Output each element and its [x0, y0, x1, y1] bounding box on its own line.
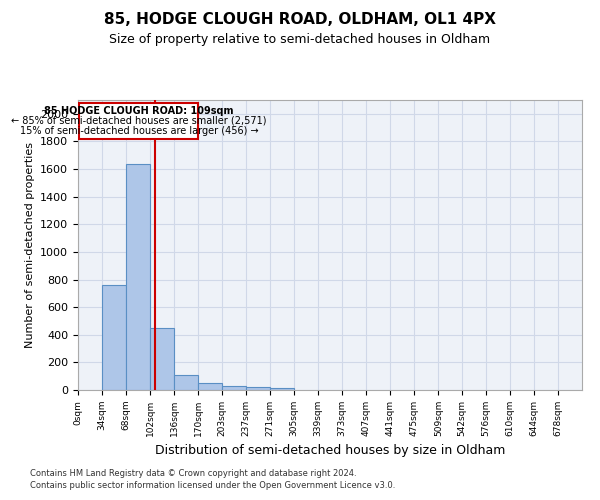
- Text: Contains public sector information licensed under the Open Government Licence v3: Contains public sector information licen…: [30, 481, 395, 490]
- Text: ← 85% of semi-detached houses are smaller (2,571): ← 85% of semi-detached houses are smalle…: [11, 116, 266, 126]
- Text: Size of property relative to semi-detached houses in Oldham: Size of property relative to semi-detach…: [109, 32, 491, 46]
- Bar: [102, 285, 126, 390]
- Y-axis label: Number of semi-detached properties: Number of semi-detached properties: [25, 142, 35, 348]
- Bar: [199, 383, 223, 390]
- Bar: [150, 328, 174, 390]
- Bar: [174, 375, 199, 390]
- Bar: [246, 387, 270, 390]
- Bar: [270, 388, 294, 390]
- FancyBboxPatch shape: [79, 104, 199, 138]
- Text: 15% of semi-detached houses are larger (456) →: 15% of semi-detached houses are larger (…: [20, 126, 258, 136]
- Text: 85, HODGE CLOUGH ROAD, OLDHAM, OL1 4PX: 85, HODGE CLOUGH ROAD, OLDHAM, OL1 4PX: [104, 12, 496, 28]
- Bar: [126, 164, 150, 390]
- X-axis label: Distribution of semi-detached houses by size in Oldham: Distribution of semi-detached houses by …: [155, 444, 505, 458]
- Bar: [221, 386, 246, 390]
- Text: 85 HODGE CLOUGH ROAD: 109sqm: 85 HODGE CLOUGH ROAD: 109sqm: [44, 106, 233, 116]
- Text: Contains HM Land Registry data © Crown copyright and database right 2024.: Contains HM Land Registry data © Crown c…: [30, 468, 356, 477]
